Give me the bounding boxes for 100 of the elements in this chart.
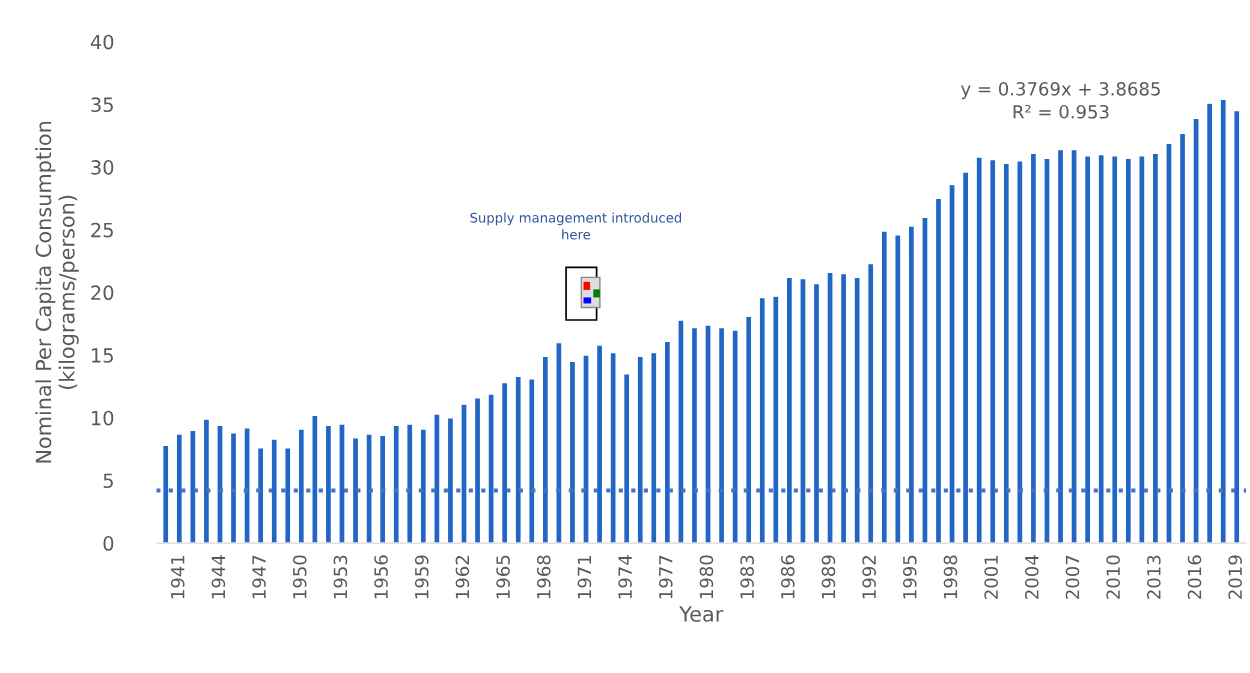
bar	[297, 428, 306, 544]
bar	[568, 360, 577, 544]
bar	[1083, 155, 1092, 544]
bar	[500, 381, 509, 544]
bar	[744, 315, 753, 544]
x-tick-label: 2010	[1106, 555, 1120, 599]
y-tick-label: 20	[91, 285, 114, 301]
x-tick-label: 2019	[1228, 555, 1242, 599]
x-tick-label: 1995	[902, 555, 917, 599]
bar	[650, 351, 658, 544]
bar	[229, 432, 238, 544]
bar	[785, 276, 794, 544]
x-tick-label: 1962	[455, 556, 470, 599]
bar	[975, 156, 983, 544]
y-tick-label: 35	[91, 97, 113, 113]
bar	[541, 355, 550, 544]
bar	[853, 276, 861, 544]
bar	[609, 351, 617, 544]
bar	[677, 319, 685, 544]
x-tick-label: 1959	[414, 555, 429, 599]
bar	[514, 375, 522, 544]
x-tick-label: 1947	[252, 555, 266, 599]
bar	[1233, 109, 1241, 544]
x-tick-label: 1983	[740, 555, 754, 599]
bar	[988, 158, 997, 544]
bar	[799, 277, 807, 544]
bar	[880, 230, 889, 544]
y-tick-label: 10	[91, 410, 114, 426]
bar	[324, 424, 333, 544]
bar	[839, 272, 848, 544]
bar	[1165, 142, 1173, 544]
bar	[433, 413, 441, 544]
bar	[921, 216, 929, 544]
x-tick-label: 1974	[618, 555, 632, 599]
bar	[717, 326, 726, 544]
bar	[161, 444, 170, 544]
bar	[907, 225, 916, 544]
bar	[1205, 102, 1214, 544]
bar	[948, 183, 956, 544]
bar	[351, 437, 360, 544]
x-tick-label: 1971	[577, 555, 592, 599]
bar	[772, 295, 780, 544]
x-tick-label: 2004	[1024, 555, 1039, 599]
bar	[243, 427, 251, 544]
x-tick-label: 2016	[1187, 555, 1202, 599]
bar	[1192, 117, 1200, 544]
bar	[812, 282, 821, 544]
bar	[582, 354, 590, 544]
bar	[866, 262, 875, 544]
bar	[1178, 132, 1187, 544]
annotation: Supply management introduced here	[470, 212, 682, 240]
x-tick-label: 2007	[1065, 555, 1080, 599]
x-tick-label: 1977	[658, 555, 673, 599]
bar	[419, 428, 428, 544]
bar	[622, 373, 631, 544]
bar	[934, 197, 943, 544]
bar	[338, 423, 346, 544]
x-tick-label: 1956	[374, 555, 388, 599]
bar	[636, 355, 644, 544]
bar	[1124, 157, 1133, 544]
bar	[595, 344, 604, 544]
bar	[189, 429, 197, 544]
bar	[1151, 152, 1160, 544]
bar	[175, 433, 184, 544]
bar	[460, 403, 468, 544]
bar	[365, 433, 373, 544]
bar	[1016, 160, 1024, 544]
bar	[1029, 152, 1038, 544]
x-tick-label: 1950	[292, 555, 307, 599]
bar	[1070, 148, 1078, 544]
bar	[1138, 155, 1146, 544]
bar	[473, 397, 482, 544]
bar	[392, 424, 400, 544]
bar	[256, 447, 265, 544]
bar	[446, 417, 455, 544]
bar	[663, 340, 672, 544]
bar	[406, 423, 414, 544]
bar	[690, 326, 699, 544]
bar	[378, 434, 387, 544]
y-tick-label: 0	[103, 536, 114, 551]
x-tick-label: 1941	[170, 555, 185, 599]
bar	[1110, 155, 1119, 544]
bar	[1056, 148, 1065, 544]
bar	[311, 414, 319, 544]
x-tick-label: 1986	[780, 555, 795, 599]
x-tick-label: 1992	[862, 556, 876, 599]
bar	[826, 271, 834, 544]
x-tick-label: 1965	[496, 555, 510, 599]
bar	[216, 424, 224, 544]
bar	[1043, 157, 1051, 544]
bar	[528, 378, 536, 544]
bar	[555, 341, 563, 544]
x-tick-label: 1980	[699, 555, 714, 599]
y-tick-label: 40	[90, 34, 114, 50]
bar	[1219, 98, 1227, 544]
bar	[1097, 153, 1105, 544]
bar	[487, 393, 495, 544]
y-tick-label: 30	[91, 160, 114, 175]
bar	[1002, 162, 1011, 544]
x-tick-label: 2001	[984, 555, 998, 599]
